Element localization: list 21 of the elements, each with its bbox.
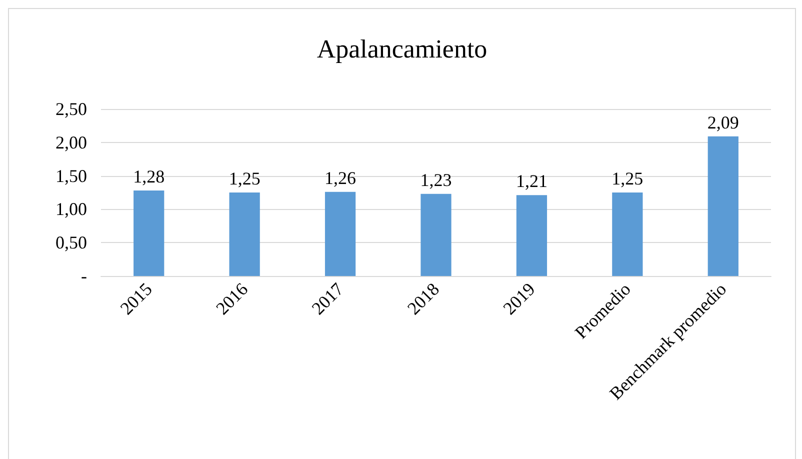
data-label: 1,23 xyxy=(420,170,452,190)
data-label: 1,25 xyxy=(612,168,644,188)
data-label: 1,28 xyxy=(133,166,165,186)
y-tick-label: - xyxy=(81,266,87,286)
data-label: 2,09 xyxy=(707,112,739,132)
data-label: 1,21 xyxy=(516,171,548,192)
data-label: 1,26 xyxy=(324,168,356,188)
y-tick-label: 1,50 xyxy=(56,166,87,186)
y-tick-label: 2,50 xyxy=(56,99,87,119)
y-tick-label: 1,00 xyxy=(56,199,87,220)
bar xyxy=(708,136,738,276)
bar xyxy=(229,192,260,276)
data-label: 1,25 xyxy=(228,168,260,188)
y-tick-label: 2,00 xyxy=(56,132,87,152)
bar xyxy=(324,192,356,276)
bar xyxy=(612,192,643,276)
bar xyxy=(516,195,548,276)
bar xyxy=(420,194,452,276)
chart-title: Apalancamiento xyxy=(316,34,488,64)
bar xyxy=(134,190,164,276)
y-tick-label: 0,50 xyxy=(56,232,87,253)
